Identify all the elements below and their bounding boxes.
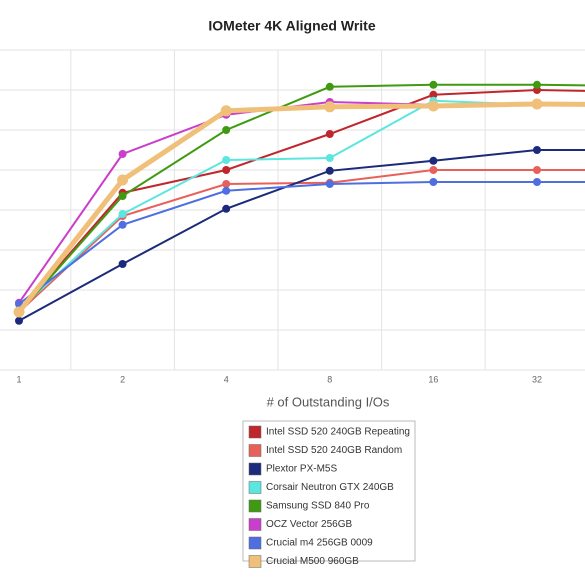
- point: [222, 166, 231, 174]
- x-tick-label: 32: [532, 374, 542, 384]
- legend-label: Plextor PX-M5S: [266, 464, 337, 475]
- point: [429, 80, 438, 89]
- series: [15, 178, 585, 308]
- legend-label: Intel SSD 520 240GB Repeating: [266, 427, 410, 438]
- x-tick-label: 16: [428, 374, 438, 384]
- point: [533, 146, 541, 154]
- point: [325, 130, 334, 138]
- point: [117, 174, 129, 186]
- series: [15, 86, 585, 316]
- legend-swatch: [248, 425, 262, 439]
- point: [533, 178, 541, 186]
- point: [325, 154, 334, 162]
- point: [429, 178, 438, 186]
- point: [222, 156, 231, 164]
- series: [13, 98, 585, 318]
- legend-swatch: [248, 555, 262, 568]
- legend-label: Samsung SSD 840 Pro: [266, 501, 370, 512]
- point: [531, 98, 543, 110]
- point: [429, 90, 438, 99]
- point: [429, 156, 438, 165]
- legend-swatch: [248, 536, 262, 550]
- series-line: [18, 149, 585, 322]
- point: [427, 100, 439, 112]
- series-line: [17, 101, 585, 314]
- legend-label: Intel SSD 520 240GB Random: [266, 445, 402, 456]
- legend-swatch: [248, 518, 262, 531]
- x-tick-label: 4: [224, 374, 229, 384]
- legend-label: Corsair Neutron GTX 240GB: [266, 482, 394, 493]
- series-line: [18, 169, 585, 313]
- point: [220, 105, 232, 117]
- point: [222, 180, 231, 188]
- x-tick-label: 8: [327, 374, 332, 384]
- point: [324, 101, 336, 113]
- x-tick-label: 1: [16, 374, 21, 384]
- legend-swatch: [248, 481, 262, 494]
- series: [15, 146, 585, 325]
- point: [118, 220, 127, 229]
- point: [13, 306, 25, 318]
- legend-label: Crucial m4 256GB 0009: [266, 538, 373, 549]
- series-line: [18, 83, 585, 314]
- legend-label: Crucial M500 960GB: [266, 556, 359, 567]
- legend-label: OCZ Vector 256GB: [266, 519, 352, 530]
- legend-swatch: [248, 499, 262, 513]
- point: [118, 210, 127, 218]
- chart-title: IOMeter 4K Aligned Write: [208, 18, 375, 34]
- point: [325, 180, 334, 188]
- point: [118, 192, 127, 200]
- point: [222, 204, 231, 213]
- legend-box: [242, 420, 416, 562]
- point: [222, 126, 231, 134]
- point: [429, 166, 438, 174]
- point: [533, 80, 541, 89]
- legend-swatch: [248, 444, 262, 457]
- point: [15, 316, 23, 325]
- point: [222, 186, 231, 195]
- legend-swatch: [248, 462, 262, 476]
- point: [118, 150, 127, 158]
- x-axis-label: # of Outstanding I/Os: [267, 394, 390, 409]
- series: [15, 80, 585, 317]
- point: [325, 82, 334, 91]
- point: [118, 260, 127, 268]
- point: [533, 166, 541, 174]
- point: [325, 166, 334, 175]
- x-tick-label: 2: [120, 374, 125, 384]
